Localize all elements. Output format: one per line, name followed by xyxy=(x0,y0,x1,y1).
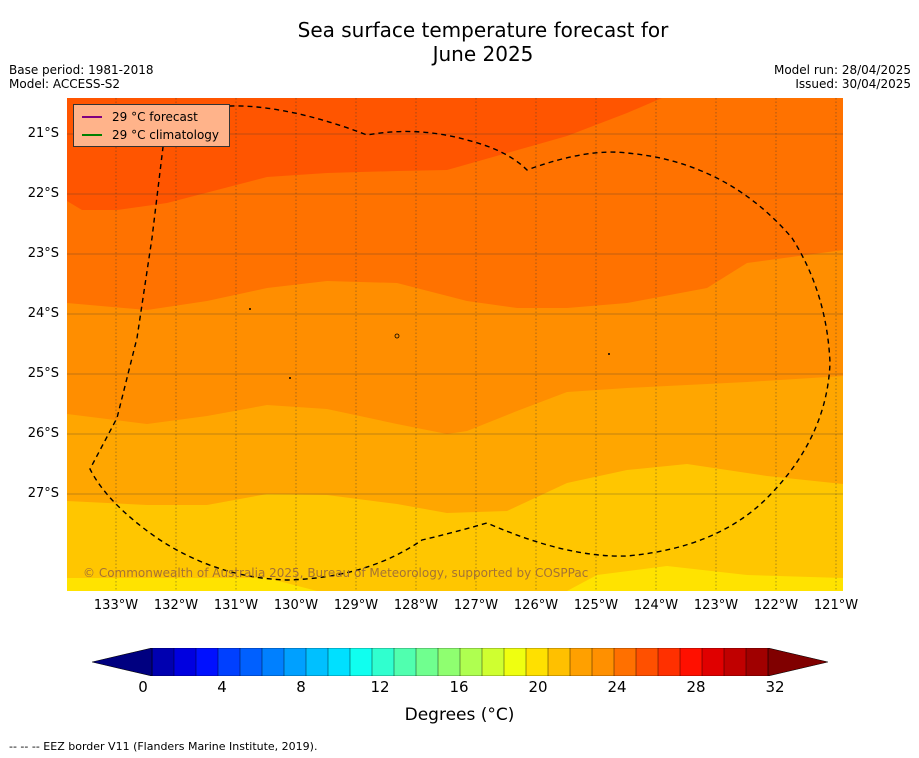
climatology-swatch xyxy=(82,134,102,136)
colorbar-label: Degrees (°C) xyxy=(404,705,515,725)
colorbar-tick-12: 12 xyxy=(370,678,390,696)
legend-climatology-label: 29 °C climatology xyxy=(112,128,220,142)
lon-label-123: 123°W xyxy=(693,598,739,613)
colorbar-tick-8: 8 xyxy=(296,678,306,696)
island-dot-2 xyxy=(608,353,610,355)
island-pitcairn xyxy=(394,333,400,339)
colorbar-cell xyxy=(327,648,351,676)
colorbar-cell xyxy=(635,648,659,676)
legend-climatology: 29 °C climatology xyxy=(82,126,219,144)
colorbar-cell xyxy=(151,648,175,676)
colorbar-tick-28: 28 xyxy=(686,678,706,696)
legend-forecast-label: 29 °C forecast xyxy=(112,110,198,124)
eez-footnote: -- -- -- EEZ border V11 (Flanders Marine… xyxy=(9,740,318,753)
colorbar xyxy=(92,648,828,676)
colorbar-cell xyxy=(459,648,483,676)
colorbar-cell xyxy=(723,648,747,676)
copyright-notice: © Commonwealth of Australia 2025, Bureau… xyxy=(83,566,589,580)
lon-label-126: 126°W xyxy=(513,598,559,613)
map-legend: 29 °C forecast 29 °C climatology xyxy=(73,104,230,147)
colorbar-tick-24: 24 xyxy=(607,678,627,696)
sst-map-svg xyxy=(67,98,843,591)
lon-label-125: 125°W xyxy=(573,598,619,613)
colorbar-tick-16: 16 xyxy=(449,678,469,696)
colorbar-cell xyxy=(503,648,527,676)
meta-left: Base period: 1981-2018 Model: ACCESS-S2 xyxy=(9,63,154,91)
lon-label-124: 124°W xyxy=(633,598,679,613)
lat-label-25: 25°S xyxy=(27,366,59,381)
island-dot-3 xyxy=(289,377,291,379)
lon-label-132: 132°W xyxy=(153,598,199,613)
colorbar-cell xyxy=(745,648,769,676)
gridlines xyxy=(67,133,843,495)
colorbar-tick-20: 20 xyxy=(528,678,548,696)
colorbar-cell xyxy=(525,648,549,676)
colorbar-cell xyxy=(591,648,615,676)
sst-map xyxy=(67,98,843,591)
title-line-1: Sea surface temperature forecast for xyxy=(297,18,669,42)
colorbar-tick-4: 4 xyxy=(217,678,227,696)
colorbar-min-arrow xyxy=(92,648,153,676)
model-name: Model: ACCESS-S2 xyxy=(9,77,121,91)
lon-label-121: 121°W xyxy=(813,598,859,613)
colorbar-cell xyxy=(679,648,703,676)
colorbar-cell xyxy=(547,648,571,676)
colorbar-cell xyxy=(569,648,593,676)
colorbar-cell xyxy=(415,648,439,676)
colorbar-cell xyxy=(349,648,373,676)
colorbar-cell xyxy=(261,648,285,676)
colorbar-cells xyxy=(151,648,769,676)
forecast-swatch xyxy=(82,116,102,118)
lat-label-26: 26°S xyxy=(27,426,59,441)
lat-label-21: 21°S xyxy=(27,126,59,141)
lon-label-128: 128°W xyxy=(393,598,439,613)
island-dot-1 xyxy=(249,308,251,310)
colorbar-tick-32: 32 xyxy=(765,678,785,696)
lat-label-24: 24°S xyxy=(27,306,59,321)
lon-label-129: 129°W xyxy=(333,598,379,613)
lon-label-133: 133°W xyxy=(93,598,139,613)
meta-right: Model run: 28/04/2025 Issued: 30/04/2025 xyxy=(774,63,911,91)
colorbar-cell xyxy=(393,648,417,676)
colorbar-max-arrow xyxy=(767,648,828,676)
colorbar-cell xyxy=(701,648,725,676)
model-run: Model run: 28/04/2025 xyxy=(773,63,911,77)
lon-label-131: 131°W xyxy=(213,598,259,613)
colorbar-cell xyxy=(217,648,241,676)
colorbar-cell xyxy=(613,648,637,676)
base-period: Base period: 1981-2018 xyxy=(9,63,154,77)
colorbar-tick-0: 0 xyxy=(138,678,148,696)
legend-forecast: 29 °C forecast xyxy=(82,108,198,126)
issued-date: Issued: 30/04/2025 xyxy=(795,77,911,91)
title-line-2: June 2025 xyxy=(432,42,534,66)
colorbar-cell xyxy=(657,648,681,676)
colorbar-cell xyxy=(195,648,219,676)
lon-label-122: 122°W xyxy=(753,598,799,613)
colorbar-cell xyxy=(305,648,329,676)
colorbar-cell xyxy=(481,648,505,676)
colorbar-cell xyxy=(283,648,307,676)
colorbar-cell xyxy=(173,648,197,676)
meridians xyxy=(115,98,837,591)
colorbar-cell xyxy=(437,648,461,676)
lat-label-23: 23°S xyxy=(27,246,59,261)
colorbar-cell xyxy=(239,648,263,676)
lon-label-127: 127°W xyxy=(453,598,499,613)
lat-label-22: 22°S xyxy=(27,186,59,201)
map-title: Sea surface temperature forecast for Jun… xyxy=(0,18,919,66)
eez-border xyxy=(89,105,831,581)
colorbar-cell xyxy=(371,648,395,676)
lat-label-27: 27°S xyxy=(27,486,59,501)
lon-label-130: 130°W xyxy=(273,598,319,613)
